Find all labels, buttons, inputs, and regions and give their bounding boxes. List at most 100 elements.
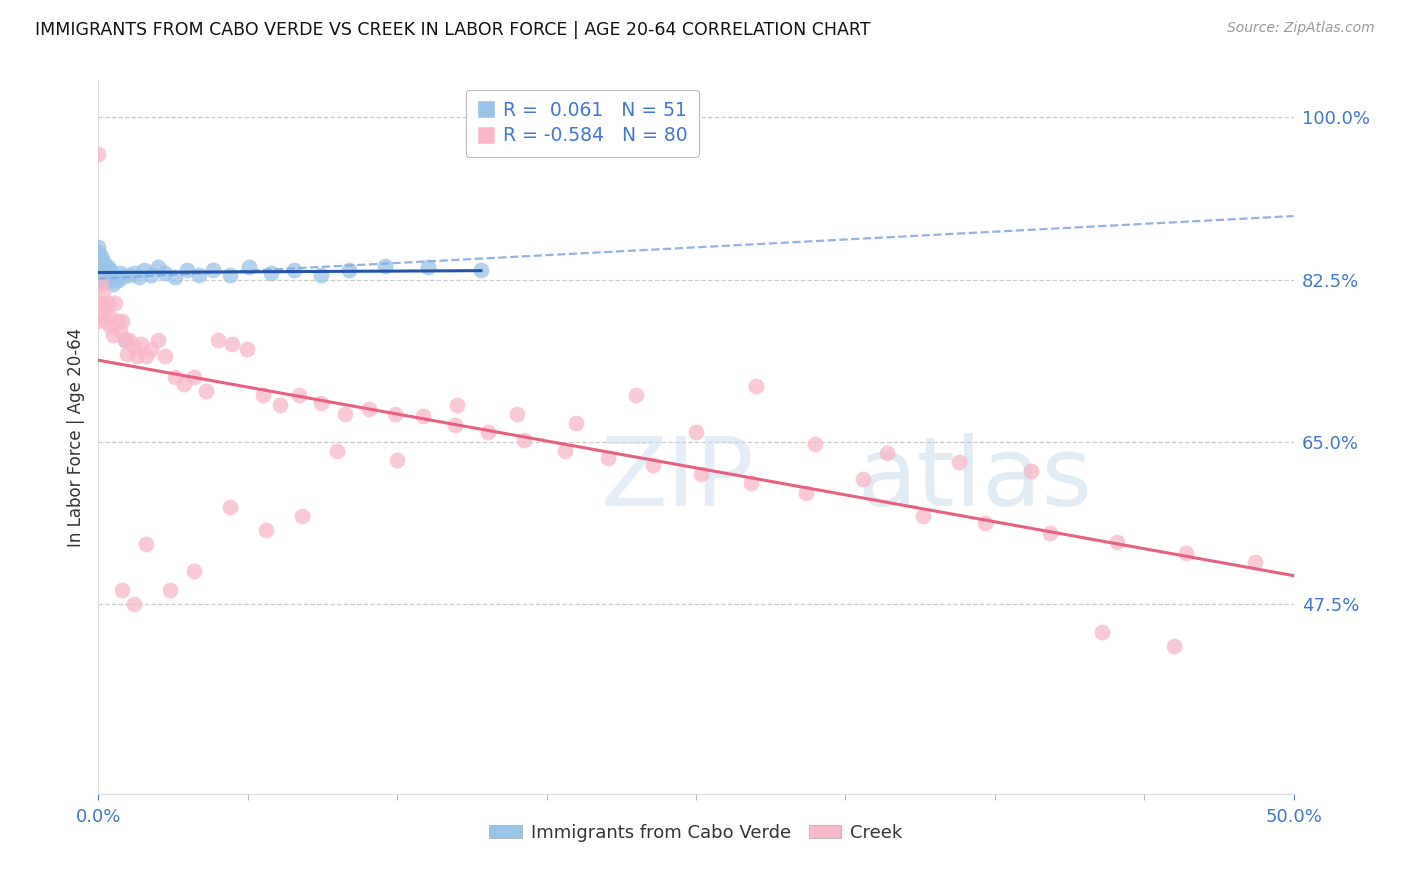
Point bbox=[283, 263, 305, 277]
Point bbox=[288, 388, 311, 402]
Point bbox=[374, 259, 396, 273]
Point bbox=[101, 277, 124, 292]
Point bbox=[477, 425, 499, 440]
Point bbox=[876, 446, 898, 460]
Point bbox=[91, 254, 114, 268]
Point bbox=[87, 240, 110, 254]
Point bbox=[219, 268, 242, 282]
Point bbox=[1175, 546, 1198, 560]
Point bbox=[202, 263, 225, 277]
Point bbox=[135, 536, 157, 550]
Point bbox=[689, 467, 711, 482]
Point bbox=[163, 269, 186, 284]
Point bbox=[155, 266, 177, 280]
Text: IMMIGRANTS FROM CABO VERDE VS CREEK IN LABOR FORCE | AGE 20-64 CORRELATION CHART: IMMIGRANTS FROM CABO VERDE VS CREEK IN L… bbox=[35, 21, 870, 38]
Point bbox=[97, 269, 120, 284]
Point bbox=[135, 350, 157, 364]
Point bbox=[565, 416, 588, 430]
Point bbox=[111, 314, 134, 328]
Point bbox=[443, 417, 465, 432]
Point bbox=[87, 249, 110, 263]
Point bbox=[163, 369, 186, 384]
Point bbox=[804, 436, 827, 450]
Point bbox=[98, 263, 122, 277]
Point bbox=[98, 272, 122, 286]
Point bbox=[94, 301, 117, 315]
Point bbox=[596, 451, 619, 466]
Point bbox=[97, 295, 120, 310]
Point bbox=[259, 266, 281, 280]
Point bbox=[124, 340, 146, 354]
Point bbox=[446, 398, 468, 412]
Point bbox=[131, 337, 153, 351]
Point bbox=[385, 453, 409, 467]
Point bbox=[207, 333, 229, 347]
Point bbox=[159, 582, 181, 597]
Point bbox=[90, 249, 112, 263]
Point bbox=[98, 310, 122, 324]
Point bbox=[418, 260, 440, 275]
Point bbox=[87, 295, 110, 310]
Point bbox=[309, 268, 332, 282]
Point bbox=[235, 342, 257, 356]
Point bbox=[1163, 639, 1185, 653]
Point bbox=[90, 272, 112, 286]
Point bbox=[104, 269, 127, 284]
Point bbox=[101, 268, 124, 282]
Y-axis label: In Labor Force | Age 20-64: In Labor Force | Age 20-64 bbox=[66, 327, 84, 547]
Point bbox=[626, 388, 648, 402]
Point bbox=[333, 407, 356, 421]
Point bbox=[685, 425, 707, 440]
Point bbox=[114, 333, 136, 347]
Point bbox=[1019, 464, 1042, 478]
Point bbox=[90, 254, 112, 268]
Point bbox=[1244, 555, 1267, 569]
Point bbox=[98, 318, 122, 333]
Point bbox=[148, 260, 170, 275]
Point bbox=[740, 476, 762, 491]
Point bbox=[108, 324, 131, 338]
Point bbox=[221, 337, 243, 351]
Point bbox=[97, 260, 120, 275]
Point bbox=[339, 263, 361, 277]
Point bbox=[104, 295, 127, 310]
Point bbox=[115, 346, 138, 360]
Point bbox=[90, 260, 112, 275]
Point bbox=[91, 275, 114, 289]
Point bbox=[90, 266, 112, 280]
Point bbox=[1091, 624, 1114, 639]
Point bbox=[911, 508, 934, 523]
Point bbox=[87, 147, 110, 161]
Point bbox=[87, 259, 110, 273]
Point bbox=[641, 458, 664, 472]
Point bbox=[124, 266, 146, 280]
Point bbox=[87, 244, 110, 259]
Point bbox=[132, 263, 155, 277]
Point bbox=[948, 455, 970, 469]
Point bbox=[128, 269, 150, 284]
Point bbox=[139, 342, 162, 356]
Point bbox=[118, 268, 141, 282]
Point bbox=[173, 377, 195, 392]
Point bbox=[124, 597, 146, 611]
Point bbox=[91, 268, 114, 282]
Point bbox=[111, 582, 134, 597]
Point bbox=[118, 333, 141, 347]
Point bbox=[513, 433, 536, 447]
Text: Source: ZipAtlas.com: Source: ZipAtlas.com bbox=[1227, 21, 1375, 35]
Point bbox=[238, 260, 260, 275]
Point bbox=[90, 295, 112, 310]
Point bbox=[745, 379, 768, 393]
Point bbox=[87, 263, 110, 277]
Point bbox=[107, 272, 129, 286]
Point bbox=[125, 350, 148, 364]
Point bbox=[309, 396, 332, 410]
Point bbox=[91, 260, 114, 275]
Point bbox=[114, 333, 136, 347]
Point bbox=[326, 444, 349, 458]
Point bbox=[195, 384, 218, 398]
Point bbox=[1105, 534, 1128, 549]
Point bbox=[91, 286, 114, 301]
Point bbox=[91, 305, 114, 319]
Text: atlas: atlas bbox=[858, 434, 1092, 526]
